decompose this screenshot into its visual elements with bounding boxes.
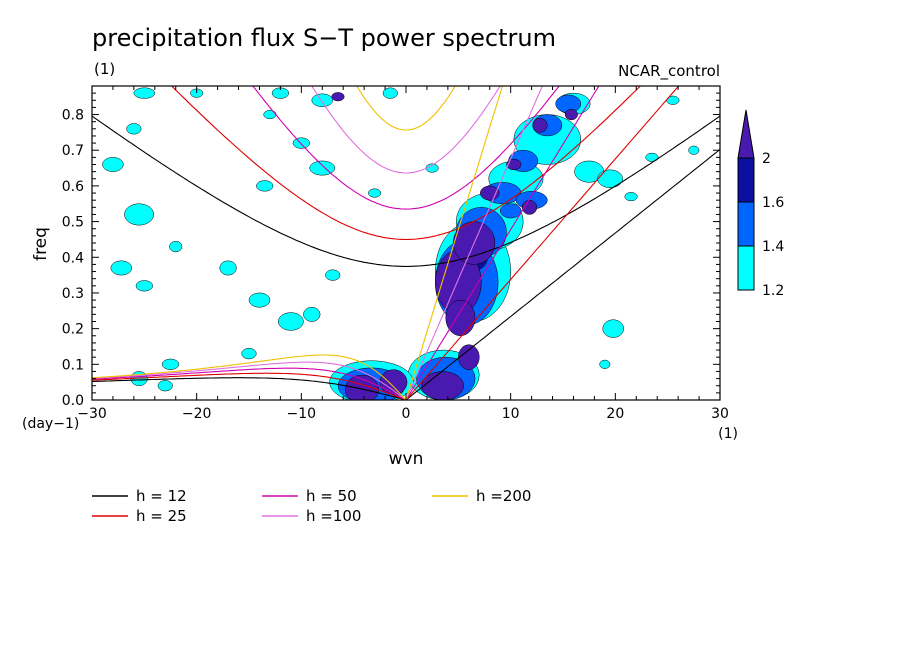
power-region bbox=[445, 299, 476, 337]
dataset-label: NCAR_control bbox=[618, 62, 720, 81]
power-shading bbox=[102, 87, 700, 400]
curve-gravity-h50 bbox=[252, 86, 560, 210]
y-tick-label: 0.1 bbox=[62, 357, 84, 373]
curve-kelvin-h50 bbox=[405, 86, 600, 400]
power-region bbox=[564, 108, 578, 121]
x-tick-label: 0 bbox=[402, 406, 411, 422]
power-region bbox=[602, 319, 624, 338]
curve-kelvin-h200 bbox=[405, 86, 503, 400]
power-region bbox=[157, 380, 173, 392]
y-tick-label: 0.6 bbox=[62, 179, 84, 195]
colorbar-arrow bbox=[737, 109, 755, 159]
colorbar-swatch bbox=[737, 245, 755, 291]
x-tick-label: 20 bbox=[606, 406, 624, 422]
curve-gravity-h25 bbox=[170, 86, 642, 241]
x-axis-ticks: −30 −20 −10 0 10 20 30 bbox=[77, 86, 729, 422]
curve-rossby-h25 bbox=[92, 372, 407, 400]
x-axis-units: (1) bbox=[718, 426, 738, 442]
power-region bbox=[102, 157, 124, 172]
units-label: (1) bbox=[94, 60, 115, 78]
y-axis-ticks: 0.0 0.1 0.2 0.3 0.4 0.5 0.6 0.7 0.8 bbox=[62, 92, 720, 409]
curve-gravity-h100 bbox=[311, 86, 501, 174]
power-region bbox=[345, 374, 380, 400]
legend: h = 12 h = 25 h = 50 h =100 h =200 bbox=[92, 487, 531, 525]
power-region bbox=[421, 371, 464, 400]
power-region bbox=[521, 199, 538, 215]
legend-label: h = 50 bbox=[306, 487, 357, 505]
y-axis-label: freq bbox=[31, 227, 51, 261]
x-tick-label: 10 bbox=[502, 406, 520, 422]
power-region bbox=[135, 280, 153, 292]
y-axis-units: (day−1) bbox=[22, 416, 79, 432]
x-tick-label: −10 bbox=[287, 406, 317, 422]
power-region bbox=[110, 260, 133, 276]
power-region bbox=[645, 152, 659, 162]
colorbar-swatch bbox=[737, 157, 755, 203]
colorbar-label: 1.2 bbox=[762, 283, 784, 299]
power-region bbox=[532, 117, 548, 133]
y-tick-label: 0.7 bbox=[62, 143, 84, 159]
power-region bbox=[597, 169, 623, 188]
colorbar-label: 2 bbox=[762, 151, 771, 167]
power-region bbox=[278, 312, 304, 331]
x-tick-label: −20 bbox=[182, 406, 212, 422]
y-tick-label: 0.3 bbox=[62, 286, 84, 302]
legend-label: h =200 bbox=[476, 487, 531, 505]
y-tick-label: 0.5 bbox=[62, 215, 84, 231]
curve-rossby-h200 bbox=[92, 354, 407, 400]
power-region bbox=[325, 269, 341, 281]
power-region bbox=[624, 192, 638, 202]
power-region bbox=[599, 359, 611, 369]
dispersion-curves bbox=[92, 86, 720, 400]
y-tick-label: 0.4 bbox=[62, 250, 84, 266]
power-region bbox=[256, 180, 274, 192]
power-region bbox=[506, 158, 522, 171]
legend-label: h = 12 bbox=[136, 487, 187, 505]
x-tick-label: −30 bbox=[77, 406, 107, 422]
power-region bbox=[331, 92, 345, 102]
curve-kelvin-h12 bbox=[405, 148, 720, 400]
power-region bbox=[499, 203, 522, 219]
colorbar-label: 1.6 bbox=[762, 195, 784, 211]
colorbar: 2 1.6 1.4 1.2 bbox=[737, 109, 784, 299]
power-region bbox=[169, 240, 183, 253]
chart-title: precipitation flux S−T power spectrum bbox=[92, 24, 556, 52]
power-region bbox=[382, 87, 398, 99]
power-region bbox=[311, 93, 333, 107]
plot-area: −30 −20 −10 0 10 20 30 0.00.10.20.30.40.50.60.… bbox=[62, 85, 729, 422]
curve-rossby-h100 bbox=[92, 361, 407, 400]
x-tick-label: 30 bbox=[711, 406, 729, 422]
power-region bbox=[241, 348, 257, 360]
legend-label: h =100 bbox=[306, 507, 361, 525]
power-region bbox=[126, 123, 142, 135]
power-region bbox=[303, 306, 321, 322]
curve-gravity-h200 bbox=[356, 86, 456, 131]
curve-kelvin-h25 bbox=[405, 86, 680, 400]
power-region bbox=[292, 137, 310, 149]
y-tick-label: 0.0 bbox=[62, 393, 84, 409]
y-tick-label: 0.8 bbox=[62, 108, 84, 124]
power-region bbox=[248, 292, 271, 308]
power-region bbox=[688, 145, 700, 155]
plot-background bbox=[92, 86, 720, 400]
power-region bbox=[263, 110, 277, 120]
colorbar-label: 1.4 bbox=[762, 239, 784, 255]
power-region bbox=[458, 344, 480, 370]
power-region bbox=[124, 203, 155, 226]
curve-rossby-h50 bbox=[92, 367, 407, 400]
y-tick-label: 0.2 bbox=[62, 322, 84, 338]
curve-kelvin-h100 bbox=[405, 86, 543, 400]
curve-gravity-h12 bbox=[92, 115, 720, 267]
x-axis-label: wvn bbox=[389, 449, 424, 469]
power-region bbox=[219, 260, 237, 276]
power-region bbox=[368, 188, 382, 198]
colorbar-swatch bbox=[737, 201, 755, 247]
curve-rossby-h12 bbox=[92, 377, 407, 400]
legend-label: h = 25 bbox=[136, 507, 187, 525]
power-region bbox=[161, 358, 180, 370]
power-region bbox=[133, 87, 156, 99]
